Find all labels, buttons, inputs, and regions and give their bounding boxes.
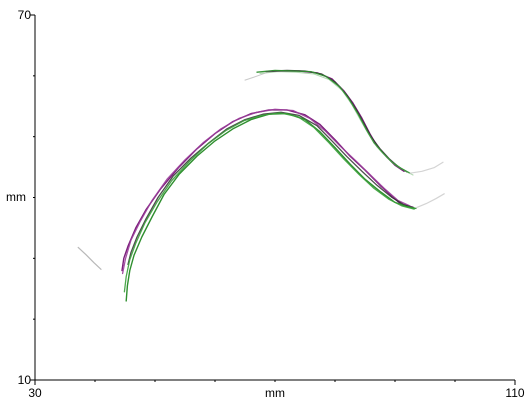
chart-axes: 70 10 30 110 mm mm <box>6 8 525 400</box>
series-line-6 <box>265 70 405 172</box>
series-line-8 <box>256 69 411 174</box>
series-line-11 <box>77 246 102 270</box>
x-tick-label-left: 30 <box>28 386 42 400</box>
y-tick-label-bottom: 10 <box>18 373 32 387</box>
series-line-2 <box>121 108 411 275</box>
chart-ticks <box>30 14 516 385</box>
series-line-4 <box>125 112 417 302</box>
x-tick-label-right: 110 <box>505 386 524 400</box>
x-axis-label: mm <box>265 386 285 400</box>
series-line-12 <box>415 193 445 209</box>
series-line-9 <box>259 71 414 176</box>
series-line-5 <box>123 112 415 293</box>
chart-series-group <box>77 69 445 302</box>
series-line-3 <box>127 111 414 266</box>
series-line-13 <box>409 161 444 174</box>
y-tick-label-top: 70 <box>18 8 32 22</box>
y-axis-label: mm <box>6 190 26 204</box>
series-line-10 <box>244 72 267 81</box>
